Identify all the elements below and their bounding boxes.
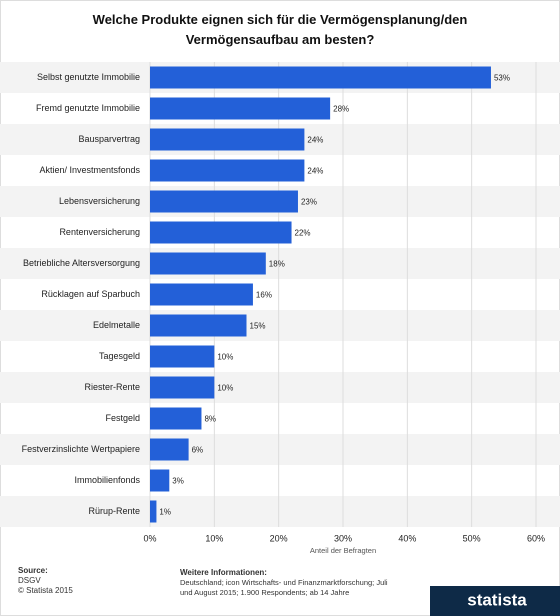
value-label: 15% (250, 322, 266, 331)
x-tick-label: 40% (398, 533, 416, 543)
value-label: 53% (494, 74, 510, 83)
info: Deutschland; icon Wirtschafts- und Finan… (180, 578, 388, 597)
bar (150, 283, 253, 306)
bar (150, 407, 202, 430)
logo: statista (467, 590, 527, 609)
y-tick-label: Aktien/ Investmentsfonds (39, 165, 140, 175)
y-tick-label: Tagesgeld (99, 351, 140, 361)
bar (150, 252, 266, 275)
y-tick-label: Festgeld (105, 413, 140, 423)
bar (150, 66, 491, 89)
value-label: 6% (192, 446, 204, 455)
y-tick-label: Immobilienfonds (74, 475, 140, 485)
bar (150, 159, 305, 182)
bar (150, 438, 189, 461)
y-tick-label: Festverzinslichte Wertpapiere (22, 444, 140, 454)
row-band (0, 496, 560, 527)
bar (150, 345, 215, 368)
x-tick-label: 10% (205, 533, 223, 543)
bar (150, 128, 305, 151)
y-tick-label: Bausparvertrag (78, 134, 140, 144)
bar (150, 221, 292, 244)
bar (150, 314, 247, 337)
x-tick-label: 0% (143, 533, 156, 543)
row-band (0, 248, 560, 279)
y-tick-label: Selbst genutzte Immobilie (37, 72, 140, 82)
chart-title: Welche Produkte eignen sich für die Verm… (92, 12, 468, 47)
x-axis-label: Anteil der Befragten (310, 546, 376, 555)
value-label: 16% (256, 291, 272, 300)
value-label: 18% (269, 260, 285, 269)
y-tick-label: Edelmetalle (93, 320, 140, 330)
source: DSGV (18, 576, 41, 585)
logo-bg (430, 586, 560, 616)
copyright: © Statista 2015 (18, 586, 73, 595)
value-label: 10% (217, 384, 233, 393)
bar (150, 190, 298, 213)
row-band (0, 434, 560, 465)
x-tick-label: 20% (270, 533, 288, 543)
value-label: 24% (307, 136, 323, 145)
value-label: 28% (333, 105, 349, 114)
bar (150, 97, 331, 120)
x-tick-label: 60% (527, 533, 545, 543)
value-label: 1% (159, 508, 171, 517)
value-label: 3% (172, 477, 184, 486)
value-label: 24% (307, 167, 323, 176)
y-tick-label: Rürup-Rente (88, 506, 140, 516)
x-tick-label: 50% (463, 533, 481, 543)
value-label: 23% (301, 198, 317, 207)
value-label: 22% (295, 229, 311, 238)
y-tick-label: Lebensversicherung (59, 196, 140, 206)
y-tick-label: Fremd genutzte Immobilie (36, 103, 140, 113)
bar (150, 376, 215, 399)
bar (150, 500, 157, 523)
x-tick-label: 30% (334, 533, 352, 543)
value-label: 8% (204, 415, 216, 424)
info-heading: Weitere Informationen: (180, 568, 267, 577)
row-band (0, 372, 560, 403)
value-label: 10% (217, 353, 233, 362)
y-tick-label: Rücklagen auf Sparbuch (41, 289, 140, 299)
source-heading: Source: (18, 566, 48, 575)
y-tick-label: Rentenversicherung (59, 227, 140, 237)
y-tick-label: Riester-Rente (84, 382, 140, 392)
bar (150, 469, 170, 492)
row-band (0, 310, 560, 341)
y-tick-label: Betriebliche Altersversorgung (23, 258, 140, 268)
